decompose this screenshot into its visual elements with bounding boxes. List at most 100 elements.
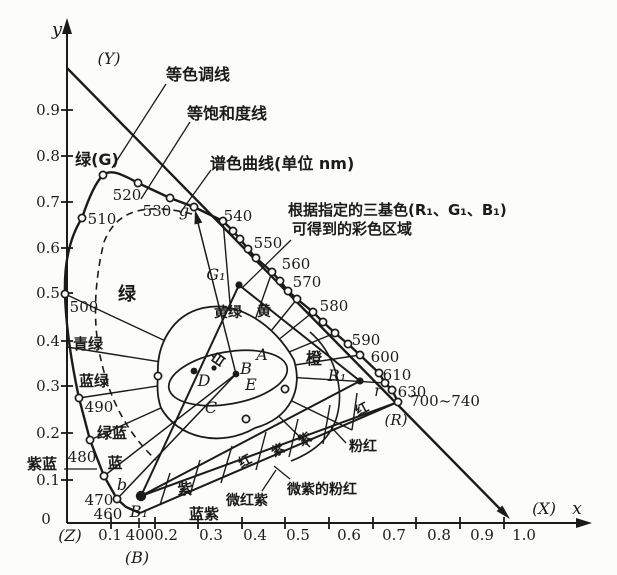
x-axis-letter: x: [572, 499, 582, 519]
point-label-E: E: [244, 375, 257, 394]
wavelength-label: 700~740: [410, 392, 480, 410]
wavelength-label: 550: [254, 234, 283, 252]
x-tick-label: 0.2: [154, 526, 178, 544]
y-tick-label: 0.5: [36, 284, 60, 302]
region-label: 紫: [296, 429, 315, 449]
point-B-dot: [211, 365, 217, 371]
wavelength-label: 560: [282, 255, 311, 273]
region-label: 紫蓝: [27, 455, 57, 473]
iso-saturation-curve-dashed: [94, 208, 193, 461]
x-tick-label: 0.9: [470, 526, 494, 544]
y-tick-label: 0.4: [36, 332, 60, 350]
purple-band-dividers: [159, 392, 358, 506]
wavelength-label: 600: [371, 348, 400, 366]
iso-saturation-curve-right: [290, 331, 341, 462]
reference-point-labels: AB CD E G₁ R₁ B₁b g r: [117, 201, 383, 521]
region-label: 微紫的粉红: [286, 481, 357, 498]
wavelength-label: 580: [320, 297, 349, 315]
point-label-A: A: [254, 345, 268, 364]
wavelength-label: 570: [293, 273, 322, 291]
primary-G1-dot: [235, 281, 243, 289]
z-paren-label: (Z): [58, 526, 82, 545]
wavelength-label: (R): [385, 411, 408, 429]
region-label: 橙: [306, 349, 323, 368]
x-axis-paren-label: (X): [532, 499, 556, 518]
region-label: 蓝紫: [189, 505, 219, 523]
y-tick-label: 0.6: [36, 239, 60, 257]
y-tick-label: 0.8: [36, 147, 60, 165]
inner-saturation-loop: [167, 349, 289, 407]
x-tick-label: 0.8: [427, 526, 451, 544]
wavelength-label: 400: [126, 526, 155, 544]
point-label-D: D: [197, 371, 211, 390]
reference-point-dots: [135, 281, 364, 502]
x-tick-labels: 0.1 0.2 0.3 0.4 0.5 0.6 0.7 0.8 0.9 1.0: [98, 526, 536, 544]
x-tick-label: 0.7: [382, 526, 406, 544]
axes: [61, 18, 592, 529]
point-label-C: C: [205, 398, 217, 417]
leader-lines: [64, 83, 347, 492]
hue-line-arrow-icon: [194, 210, 203, 225]
region-label: 黄绿: [214, 304, 243, 321]
triangle-note-line1: 根据指定的三基色(R₁、G₁、B₁): [288, 201, 507, 219]
x-axis-arrow-icon: [576, 518, 592, 528]
origin-zero-label: 0: [41, 510, 51, 528]
y-tick-label: 0.7: [36, 193, 60, 211]
y-tick-labels: 0.9 0.8 0.7 0.6 0.5 0.4 0.3 0.2 0.1: [36, 101, 60, 489]
b-paren-label: (B): [125, 548, 149, 567]
spectral-curve-label: 谱色曲线(单位 nm): [210, 154, 354, 173]
wavelength-label: 530: [143, 202, 172, 220]
wavelength-label: 590: [352, 331, 381, 349]
primary-B1-dot: [135, 490, 147, 502]
point-label-B: B₁: [129, 502, 148, 521]
point-label-R: R₁: [327, 366, 346, 385]
wavelength-label: 540: [224, 207, 253, 225]
x-tick-label: 0.5: [286, 526, 310, 544]
y-axis-arrow-icon: [62, 18, 72, 34]
point-label-G: G₁: [206, 265, 225, 284]
region-label: 蓝: [107, 454, 122, 472]
point-label-B: B: [239, 359, 252, 378]
region-label: 蓝绿: [79, 372, 110, 390]
region-label: 青绿: [73, 335, 104, 353]
locus-markers: [60, 170, 403, 504]
wavelength-label: 490: [85, 398, 114, 416]
region-label: 微红紫: [225, 492, 268, 509]
point-E-dot: [232, 370, 240, 378]
wavelength-label: 630: [398, 383, 427, 401]
region-label: 粉红: [349, 438, 377, 455]
wavelength-label: 470: [85, 491, 114, 509]
region-label: 绿(G): [75, 150, 119, 169]
y-axis-letter: y: [51, 19, 63, 40]
wavelength-label: 520: [113, 186, 142, 204]
region-label: 黄: [257, 303, 271, 320]
point-D-dot: [190, 367, 198, 375]
wavelength-label: 480: [68, 448, 97, 466]
y-tick-label: 0.3: [36, 377, 60, 395]
outer-saturation-loop: [156, 305, 298, 440]
x-tick-label: 0.3: [199, 526, 223, 544]
region-label: 绿: [118, 283, 137, 305]
y-axis-paren-label: (Y): [97, 49, 120, 68]
wavelength-label: 610: [383, 366, 412, 384]
purple-boundary-line: [139, 401, 399, 514]
y-tick-label: 0.1: [36, 471, 60, 489]
region-label: 红: [236, 451, 255, 471]
region-label: 紫: [177, 480, 192, 498]
wavelength-label: 510: [88, 210, 117, 228]
point-label-g: g: [179, 201, 189, 220]
x-tick-marks: [110, 517, 505, 529]
wavelength-label: 460: [94, 505, 123, 523]
x-tick-label: 1.0: [512, 526, 536, 544]
x-tick-label: 0.4: [243, 526, 267, 544]
axis-labels: y (Y) x (X) (Z) (B) 0 0.1 0.2 0.3 0.4 0.5 0.6…: [36, 19, 582, 567]
callout-labels: 等色调线 等饱和度线 谱色曲线(单位 nm) 根据指定的三基色(R₁、G₁、B₁…: [165, 65, 507, 238]
x-tick-label: 0.1: [98, 526, 122, 544]
primary-R1-dot: [356, 377, 364, 385]
iso-hue-label: 等色调线: [165, 65, 230, 84]
iso-saturation-label: 等饱和度线: [186, 104, 267, 123]
